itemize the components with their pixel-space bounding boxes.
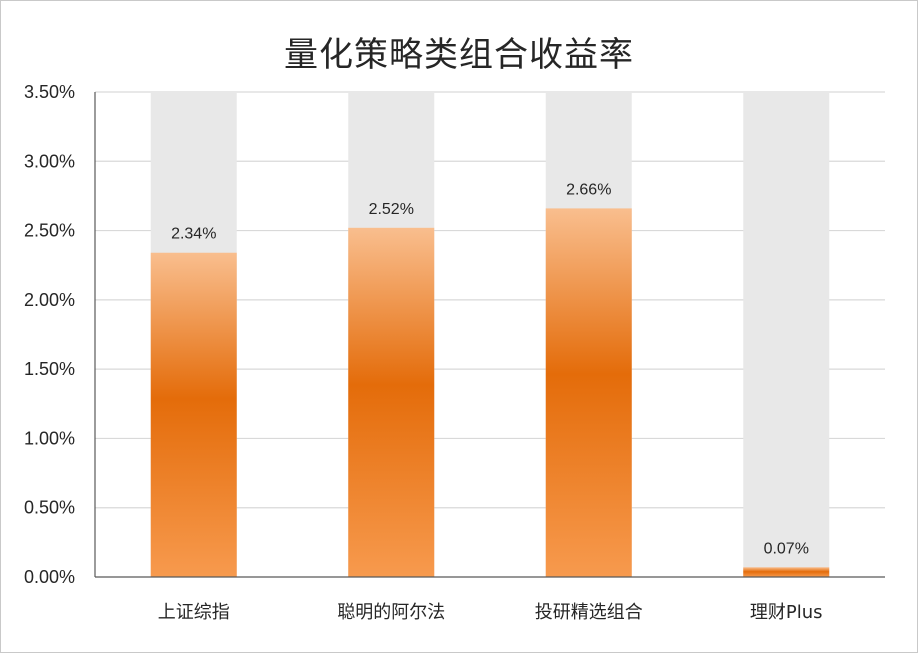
bar <box>348 227 435 578</box>
background-bars <box>150 92 830 577</box>
axes: 0.00% 0.50% 1.00% 1.50% 2.00% 2.50% 3.00% 3.50%… <box>24 82 885 623</box>
y-tick-label: 2.50% <box>24 221 75 241</box>
y-tick-label: 0.00% <box>24 567 75 587</box>
y-tick-label: 2.00% <box>24 290 75 310</box>
y-tick-label: 3.00% <box>24 151 75 171</box>
data-bars <box>150 208 830 578</box>
x-tick-label: 理财Plus <box>750 602 823 623</box>
data-labels: 2.34% 2.52% 2.66% 0.07% <box>171 181 809 557</box>
data-label: 2.34% <box>171 226 216 243</box>
y-tick-label: 0.50% <box>24 498 75 518</box>
background-bar <box>743 92 830 577</box>
data-label: 2.52% <box>369 201 414 218</box>
chart-title: 量化策略类组合收益率 <box>284 35 634 75</box>
bar <box>150 252 237 577</box>
x-tick-label: 聪明的阿尔法 <box>337 602 445 623</box>
data-label: 0.07% <box>764 540 809 557</box>
x-tick-label: 上证综指 <box>158 602 230 623</box>
y-tick-label: 1.00% <box>24 428 75 448</box>
y-tick-label: 1.50% <box>24 359 75 379</box>
data-label: 2.66% <box>566 181 611 198</box>
bar <box>545 208 632 577</box>
y-tick-label: 3.50% <box>24 82 75 102</box>
x-tick-label: 投研精选组合 <box>535 602 643 623</box>
bar <box>743 567 830 577</box>
